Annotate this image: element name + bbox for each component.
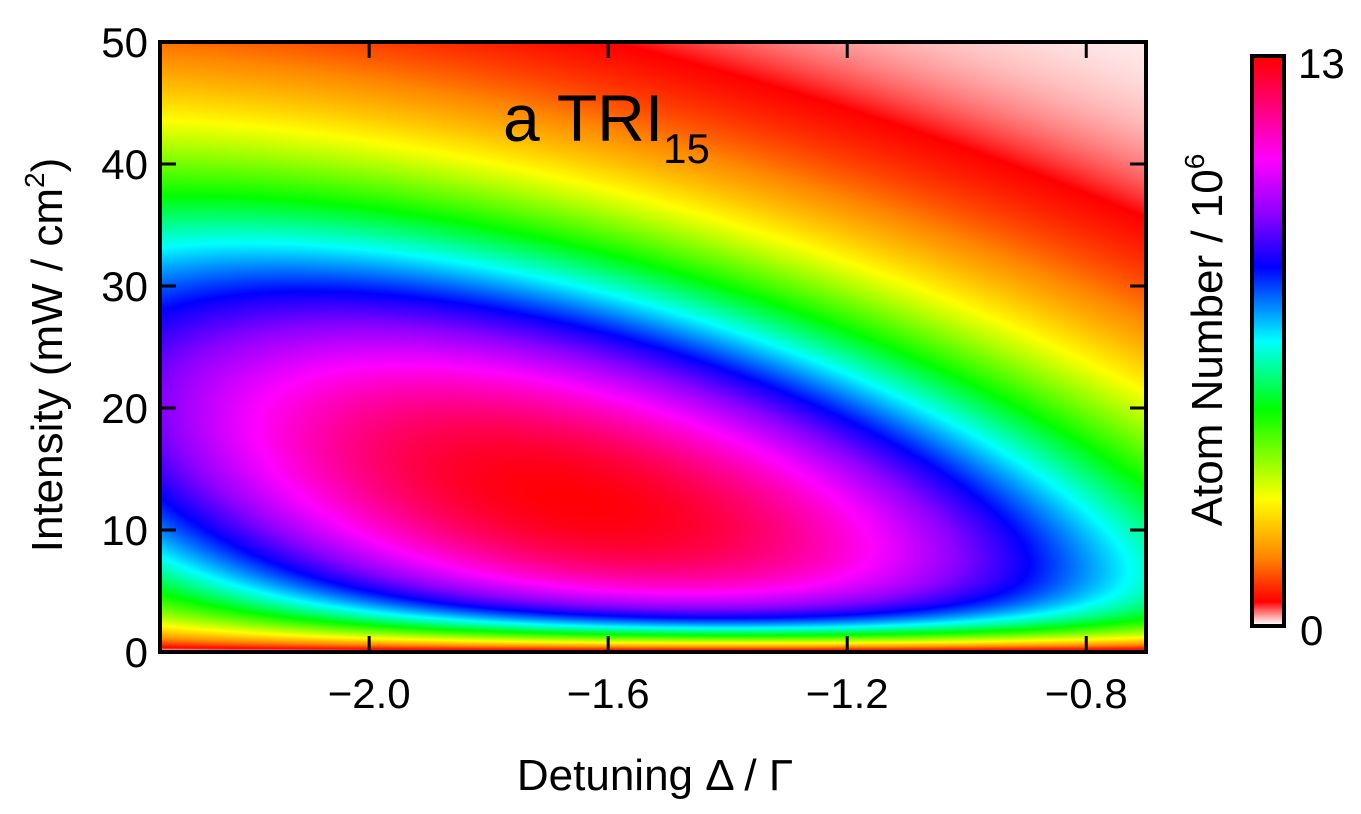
- x-tick-label: −1.2: [806, 670, 889, 717]
- y-tick-label: 20: [101, 385, 148, 432]
- y-tick-label: 0: [125, 629, 148, 676]
- x-axis-title: Detuning Δ / Γ: [517, 751, 793, 800]
- x-tick-label: −2.0: [328, 670, 411, 717]
- colorbar-gradient: [1253, 57, 1283, 625]
- x-tick-label: −0.8: [1045, 670, 1128, 717]
- panel-label: a TRI15: [503, 81, 710, 172]
- y-tick-label: 30: [101, 263, 148, 310]
- colorbar-min-label: 0: [1300, 607, 1323, 654]
- y-tick-label: 40: [101, 141, 148, 188]
- y-axis-ticks: 0 10 20 30 40 50: [101, 19, 1146, 676]
- x-axis-ticks: −2.0 −1.6 −1.2 −0.8: [328, 42, 1128, 717]
- colorbar-frame: [1250, 54, 1286, 628]
- y-axis-title: Intensity (mW / cm2): [19, 158, 72, 552]
- colorbar-max-label: 13: [1298, 40, 1345, 87]
- y-tick-label: 10: [101, 507, 148, 554]
- y-tick-label: 50: [101, 19, 148, 66]
- plot-frame: [158, 40, 1148, 654]
- x-tick-label: −1.6: [567, 670, 650, 717]
- colorbar-title: Atom Number / 106: [1179, 154, 1232, 527]
- heatmap-plot-area: [160, 42, 1146, 652]
